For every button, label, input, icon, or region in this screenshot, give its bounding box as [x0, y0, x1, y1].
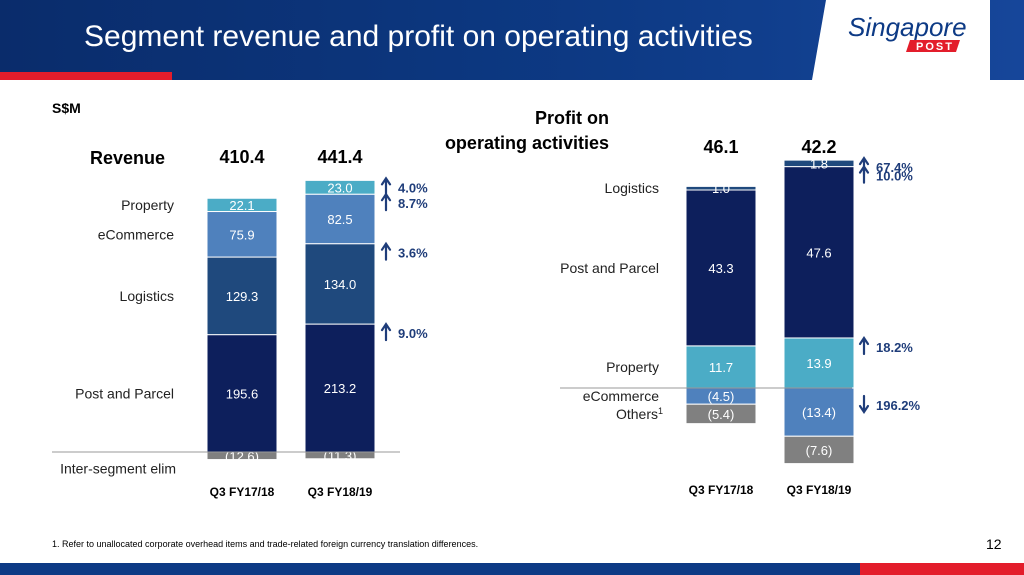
logo-text-sub: POST — [916, 41, 954, 53]
profit-growth-label-property: 18.2% — [876, 340, 913, 355]
profit-category-label-0: Q3 FY17/18 — [689, 483, 754, 497]
revenue-bar-post-and-parcel-0 — [206, 334, 278, 453]
revenue-total-1: 441.4 — [317, 147, 362, 167]
profit-series-label-others: Others1 — [616, 406, 663, 422]
profit-series-label-post-and-parcel: Post and Parcel — [560, 260, 659, 276]
profit-bar-label-logistics-0: 1.0 — [712, 181, 730, 196]
revenue-bar-label-ecommerce-0: 75.9 — [229, 227, 254, 242]
revenue-series-label-ecommerce: eCommerce — [98, 226, 174, 242]
logo-text-main: Singapore — [848, 12, 967, 42]
profit-bar-logistics-1 — [783, 159, 855, 168]
revenue-total-0: 410.4 — [219, 147, 264, 167]
footnote: 1. Refer to unallocated corporate overhe… — [52, 539, 479, 549]
unit-label: S$M — [52, 100, 81, 116]
profit-bar-label-post-and-parcel-1: 47.6 — [806, 245, 831, 260]
segment-charts: (12.6) 195.6 129.3 75.9 22.1 410.4 Q3 FY17/18 (… — [52, 108, 921, 499]
profit-title-line-1: operating activities — [445, 133, 609, 153]
revenue-growth-label-post-and-parcel: 9.0% — [398, 326, 428, 341]
revenue-bar-label-property-1: 23.0 — [327, 180, 352, 195]
revenue-bar-ecommerce-0 — [206, 211, 278, 258]
revenue-growth-label-property: 4.0% — [398, 180, 428, 195]
up-arrow-icon-revenue-3 — [380, 322, 392, 342]
revenue-bar-label-post-and-parcel-1: 213.2 — [324, 381, 357, 396]
profit-bar-logistics-0 — [685, 185, 757, 191]
profit-total-0: 46.1 — [703, 137, 738, 157]
profit-series-label-logistics: Logistics — [605, 180, 659, 196]
profit-bar-label-property-0: 11.7 — [709, 360, 733, 375]
profit-bar-label-logistics-1: 1.8 — [810, 156, 828, 171]
revenue-bar-property-1 — [304, 179, 376, 195]
revenue-series-label-property: Property — [121, 197, 174, 213]
profit-bar-label-others-1: (7.6) — [806, 443, 833, 458]
profit-bar-others-0 — [685, 403, 757, 425]
red-accent-tab — [0, 72, 172, 80]
profit-growth-label-post-and-parcel: 10.0% — [876, 169, 913, 184]
revenue-series-label-post-and-parcel: Post and Parcel — [75, 385, 174, 401]
profit-growth-label-ecommerce: 196.2% — [876, 398, 921, 413]
up-arrow-icon-revenue-2 — [380, 241, 392, 261]
revenue-growth-label-ecommerce: 8.7% — [398, 196, 428, 211]
up-arrow-icon-profit-2 — [858, 156, 870, 176]
up-arrow-icon-profit-0 — [858, 335, 870, 356]
revenue-bar-label-logistics-1: 134.0 — [324, 277, 357, 292]
profit-bar-ecommerce-1 — [783, 387, 855, 437]
revenue-bar-label-post-and-parcel-0: 195.6 — [226, 386, 259, 401]
profit-bar-label-ecommerce-0: (4.5) — [708, 389, 735, 404]
page-title: Segment revenue and profit on operating … — [84, 20, 753, 53]
revenue-category-label-0: Q3 FY17/18 — [210, 485, 275, 499]
profit-bar-post-and-parcel-1 — [783, 166, 855, 339]
revenue-bar-label-inter-segment-elim-0: (12.6) — [225, 449, 259, 464]
down-arrow-icon-profit-3 — [858, 394, 870, 414]
revenue-bar-label-ecommerce-1: 82.5 — [327, 212, 352, 227]
profit-bar-others-1 — [783, 435, 855, 465]
profit-bar-property-1 — [783, 337, 855, 389]
singpost-logo: Singapore POST — [812, 0, 990, 80]
revenue-growth-label-logistics: 3.6% — [398, 246, 428, 261]
page-number: 12 — [986, 536, 1002, 552]
profit-bar-property-0 — [685, 345, 757, 389]
revenue-bar-label-logistics-0: 129.3 — [226, 289, 259, 304]
revenue-bar-property-0 — [206, 197, 278, 213]
profit-category-label-1: Q3 FY18/19 — [787, 483, 852, 497]
profit-growth-label-logistics: 67.4% — [876, 160, 913, 175]
profit-title-line-0: Profit on — [535, 108, 609, 128]
revenue-series-label-inter-segment-elim: Inter-segment elim — [60, 461, 176, 477]
profit-bar-post-and-parcel-0 — [685, 189, 757, 347]
revenue-title: Revenue — [90, 148, 165, 168]
profit-series-label-property: Property — [606, 359, 659, 375]
revenue-bar-logistics-1 — [304, 243, 376, 325]
profit-bar-label-post-and-parcel-0: 43.3 — [708, 261, 733, 276]
revenue-bar-ecommerce-1 — [304, 193, 376, 245]
footer-bar — [0, 563, 1024, 575]
profit-total-1: 42.2 — [801, 137, 836, 157]
revenue-category-label-1: Q3 FY18/19 — [308, 485, 373, 499]
profit-bar-label-property-1: 13.9 — [806, 356, 831, 371]
profit-bar-label-ecommerce-1: (13.4) — [802, 405, 836, 420]
revenue-bar-label-property-0: 22.1 — [229, 198, 254, 213]
profit-series-footnote-marker: 1 — [658, 406, 663, 416]
revenue-bar-logistics-0 — [206, 256, 278, 336]
up-arrow-icon-revenue-0 — [380, 176, 392, 196]
profit-bar-label-others-0: (5.4) — [708, 407, 735, 422]
profit-series-label-ecommerce: eCommerce — [583, 388, 659, 404]
revenue-series-label-logistics: Logistics — [120, 288, 174, 304]
up-arrow-icon-revenue-1 — [380, 192, 392, 212]
